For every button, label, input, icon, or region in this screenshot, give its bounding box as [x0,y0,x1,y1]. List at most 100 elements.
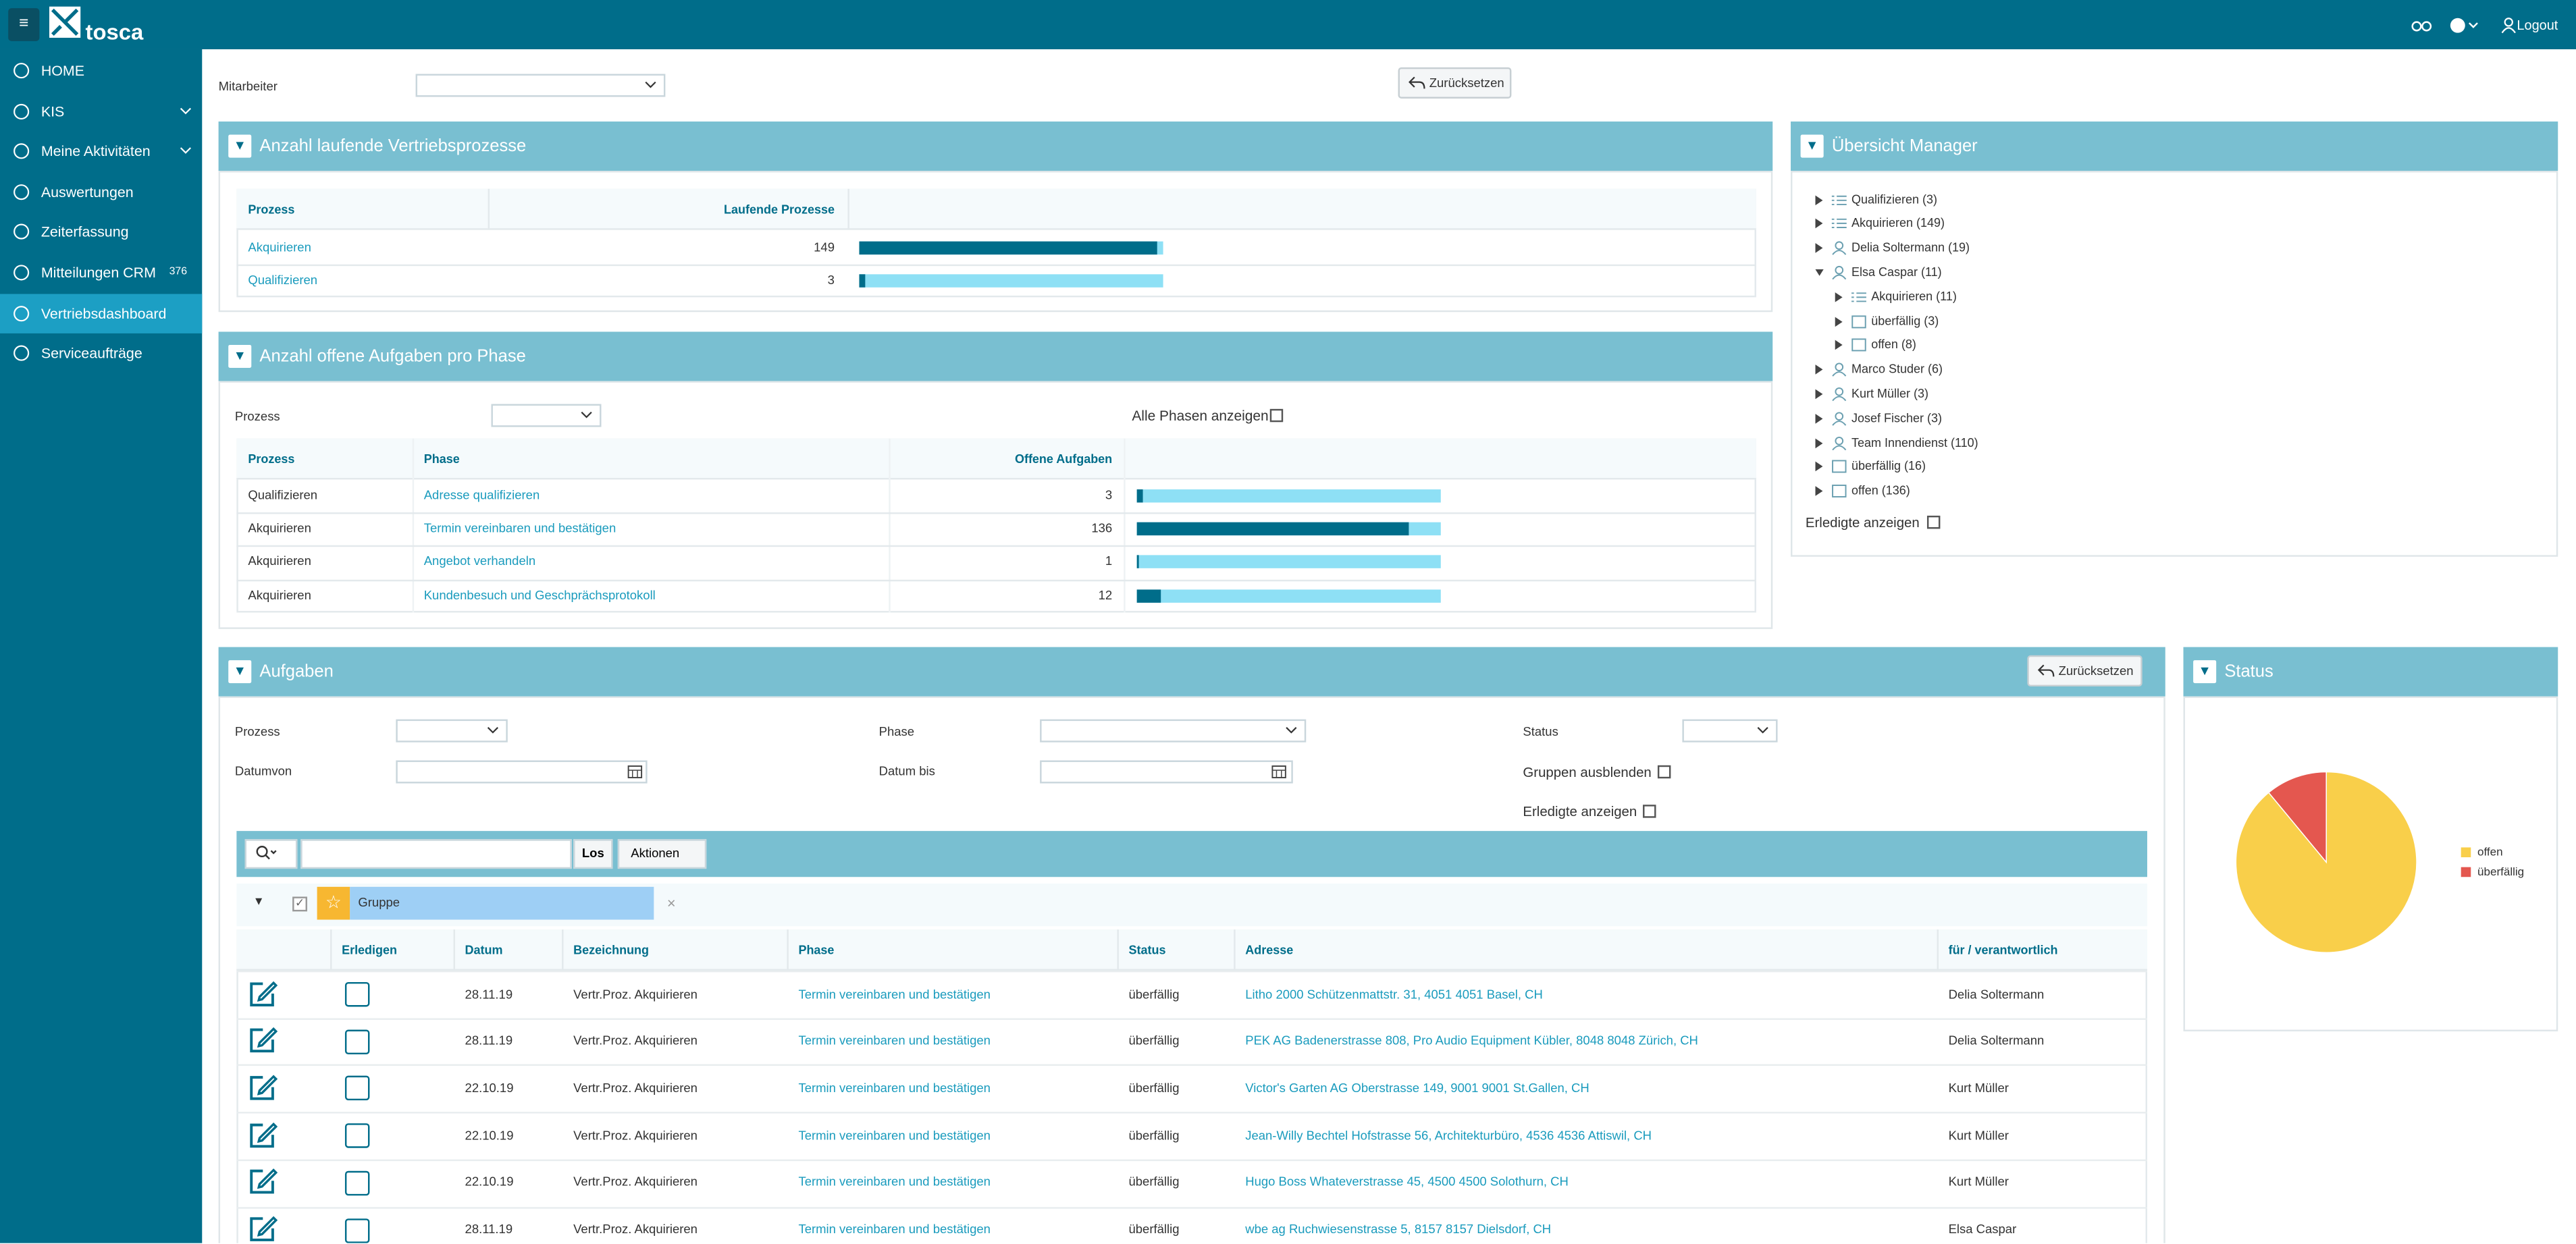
tree-node[interactable]: Josef Fischer (3) [1851,410,1942,425]
group-check[interactable]: ✓ [292,896,307,912]
search-input[interactable] [300,839,572,869]
process-link[interactable]: Qualifizieren [248,272,318,288]
menu-item[interactable]: Auswertungen [41,184,134,200]
done-checkbox[interactable] [344,1170,370,1195]
panel-header [218,331,1773,381]
task-address[interactable]: Litho 2000 Schützenmattstr. 31, 4051 405… [1245,986,1543,1001]
collapse-button[interactable]: ▼ [228,660,252,684]
tree-toggle[interactable] [1815,486,1824,497]
task-address[interactable]: Hugo Boss Whateverstrasse 45, 4500 4500 … [1245,1174,1569,1190]
status-select[interactable] [1682,719,1778,742]
date-input[interactable] [396,760,648,784]
tree-toggle[interactable] [1815,194,1824,205]
task-phase[interactable]: Termin vereinbaren und bestätigen [798,986,991,1001]
task-phase[interactable]: Termin vereinbaren und bestätigen [798,1222,991,1237]
menu-item[interactable]: Meine Aktivitäten [41,143,151,160]
menu-item[interactable]: Zeiterfassung [41,223,129,241]
menu-item[interactable]: KIS [41,103,65,119]
logout-link[interactable]: Logout [2517,17,2558,32]
calendar-icon[interactable] [627,765,643,779]
process-link[interactable]: Akquirieren [248,239,311,254]
checkbox-label: Gruppen ausblenden [1523,763,1652,780]
checkbox[interactable] [1269,408,1284,423]
tree-node[interactable]: überfällig (3) [1871,313,1939,328]
actions-button[interactable]: Aktionen [617,839,707,869]
tree-toggle[interactable] [1815,243,1824,253]
tree-toggle[interactable] [1815,413,1824,423]
phase-link[interactable]: Adresse qualifizieren [423,487,540,503]
edit-icon[interactable] [248,1121,278,1149]
tree-node[interactable]: offen (136) [1851,483,1910,498]
group-toggle[interactable]: ▼ [253,896,265,909]
chevron [487,727,498,734]
edit-icon[interactable] [248,1168,278,1196]
menu-icon-shape [14,143,30,159]
edit-icon[interactable] [248,1215,278,1243]
menu-icon-shape [14,224,30,240]
menu-item[interactable]: Vertriebsdashboard [41,304,167,321]
done-checkbox[interactable] [344,981,370,1007]
collapse-button[interactable]: ▼ [1800,134,1824,158]
done-checkbox[interactable] [344,1029,370,1054]
task-address[interactable]: wbe ag Ruchwiesenstrasse 5, 8157 8157 Di… [1245,1222,1552,1237]
date-input[interactable] [1040,760,1293,784]
task-address[interactable]: Jean-Willy Bechtel Hofstrasse 56, Archit… [1245,1127,1652,1143]
group-remove[interactable]: × [666,895,676,912]
tree-node[interactable]: Akquirieren (11) [1871,288,1957,304]
task-phase[interactable]: Termin vereinbaren und bestätigen [798,1174,991,1190]
task-phase[interactable]: Termin vereinbaren und bestätigen [798,1033,991,1048]
collapse-button[interactable]: ▼ [228,344,252,369]
tree-node[interactable]: Qualifizieren (3) [1851,191,1937,207]
menu-item[interactable]: Serviceaufträge [41,345,142,362]
task-phase[interactable]: Termin vereinbaren und bestätigen [798,1080,991,1096]
phase-link[interactable]: Kundenbesuch und Geschprächsprotokoll [423,587,656,602]
reset-button[interactable] [2027,655,2143,687]
group-chip[interactable] [350,886,654,920]
process-select[interactable] [491,404,602,427]
go-button[interactable]: Los [573,839,613,869]
search-type[interactable] [244,839,298,869]
collapse-button[interactable]: ▼ [2193,660,2217,684]
phase-link[interactable]: Angebot verhandeln [423,553,536,569]
calendar-icon[interactable] [1271,765,1286,779]
tree-toggle[interactable] [1815,462,1824,472]
tree-toggle[interactable] [1815,267,1824,277]
node-icon [1851,339,1866,352]
tree-node[interactable]: Marco Studer (6) [1851,361,1943,377]
tree-toggle[interactable] [1815,437,1824,448]
checkbox[interactable] [1926,515,1941,529]
done-checkbox[interactable] [344,1076,370,1102]
task-phase[interactable]: Termin vereinbaren und bestätigen [798,1127,991,1143]
checkbox[interactable] [1657,764,1671,778]
tree-node[interactable]: Team Innendienst (110) [1851,434,1978,450]
edit-icon[interactable] [248,1074,278,1102]
tree-node[interactable]: Kurt Müller (3) [1851,385,1928,401]
tree-node[interactable]: offen (8) [1871,337,1916,352]
menu-item[interactable]: Mitteilungen CRM [41,264,156,281]
edit-icon[interactable] [248,979,278,1007]
tree-toggle[interactable] [1815,219,1824,229]
tree-node[interactable]: Akquirieren (149) [1851,215,1945,231]
process-select[interactable] [396,719,508,742]
tree-toggle[interactable] [1815,364,1824,375]
menu-button[interactable]: ≡ [8,8,40,41]
edit-icon[interactable] [248,1027,278,1054]
collapse-button[interactable]: ▼ [228,134,252,158]
done-checkbox[interactable] [344,1218,370,1243]
employee-select[interactable] [415,74,666,97]
task-address[interactable]: Victor's Garten AG Oberstrasse 149, 9001… [1245,1080,1589,1096]
menu-item[interactable]: HOME [41,62,85,79]
phase-select[interactable] [1040,719,1307,742]
tree-toggle[interactable] [1835,340,1843,350]
task-address[interactable]: PEK AG Badenerstrasse 808, Pro Audio Equ… [1245,1033,1698,1048]
done-checkbox[interactable] [344,1123,370,1148]
phase-link[interactable]: Termin vereinbaren und bestätigen [423,520,616,536]
tree-toggle[interactable] [1815,389,1824,399]
tree-node[interactable]: überfällig (16) [1851,458,1926,474]
tree-node[interactable]: Elsa Caspar (11) [1851,264,1942,279]
tree-node[interactable]: Delia Soltermann (19) [1851,240,1970,255]
checkbox[interactable] [1643,803,1656,817]
tree-toggle[interactable] [1835,316,1843,326]
reset-button[interactable] [1398,67,1512,99]
tree-toggle[interactable] [1835,292,1843,302]
